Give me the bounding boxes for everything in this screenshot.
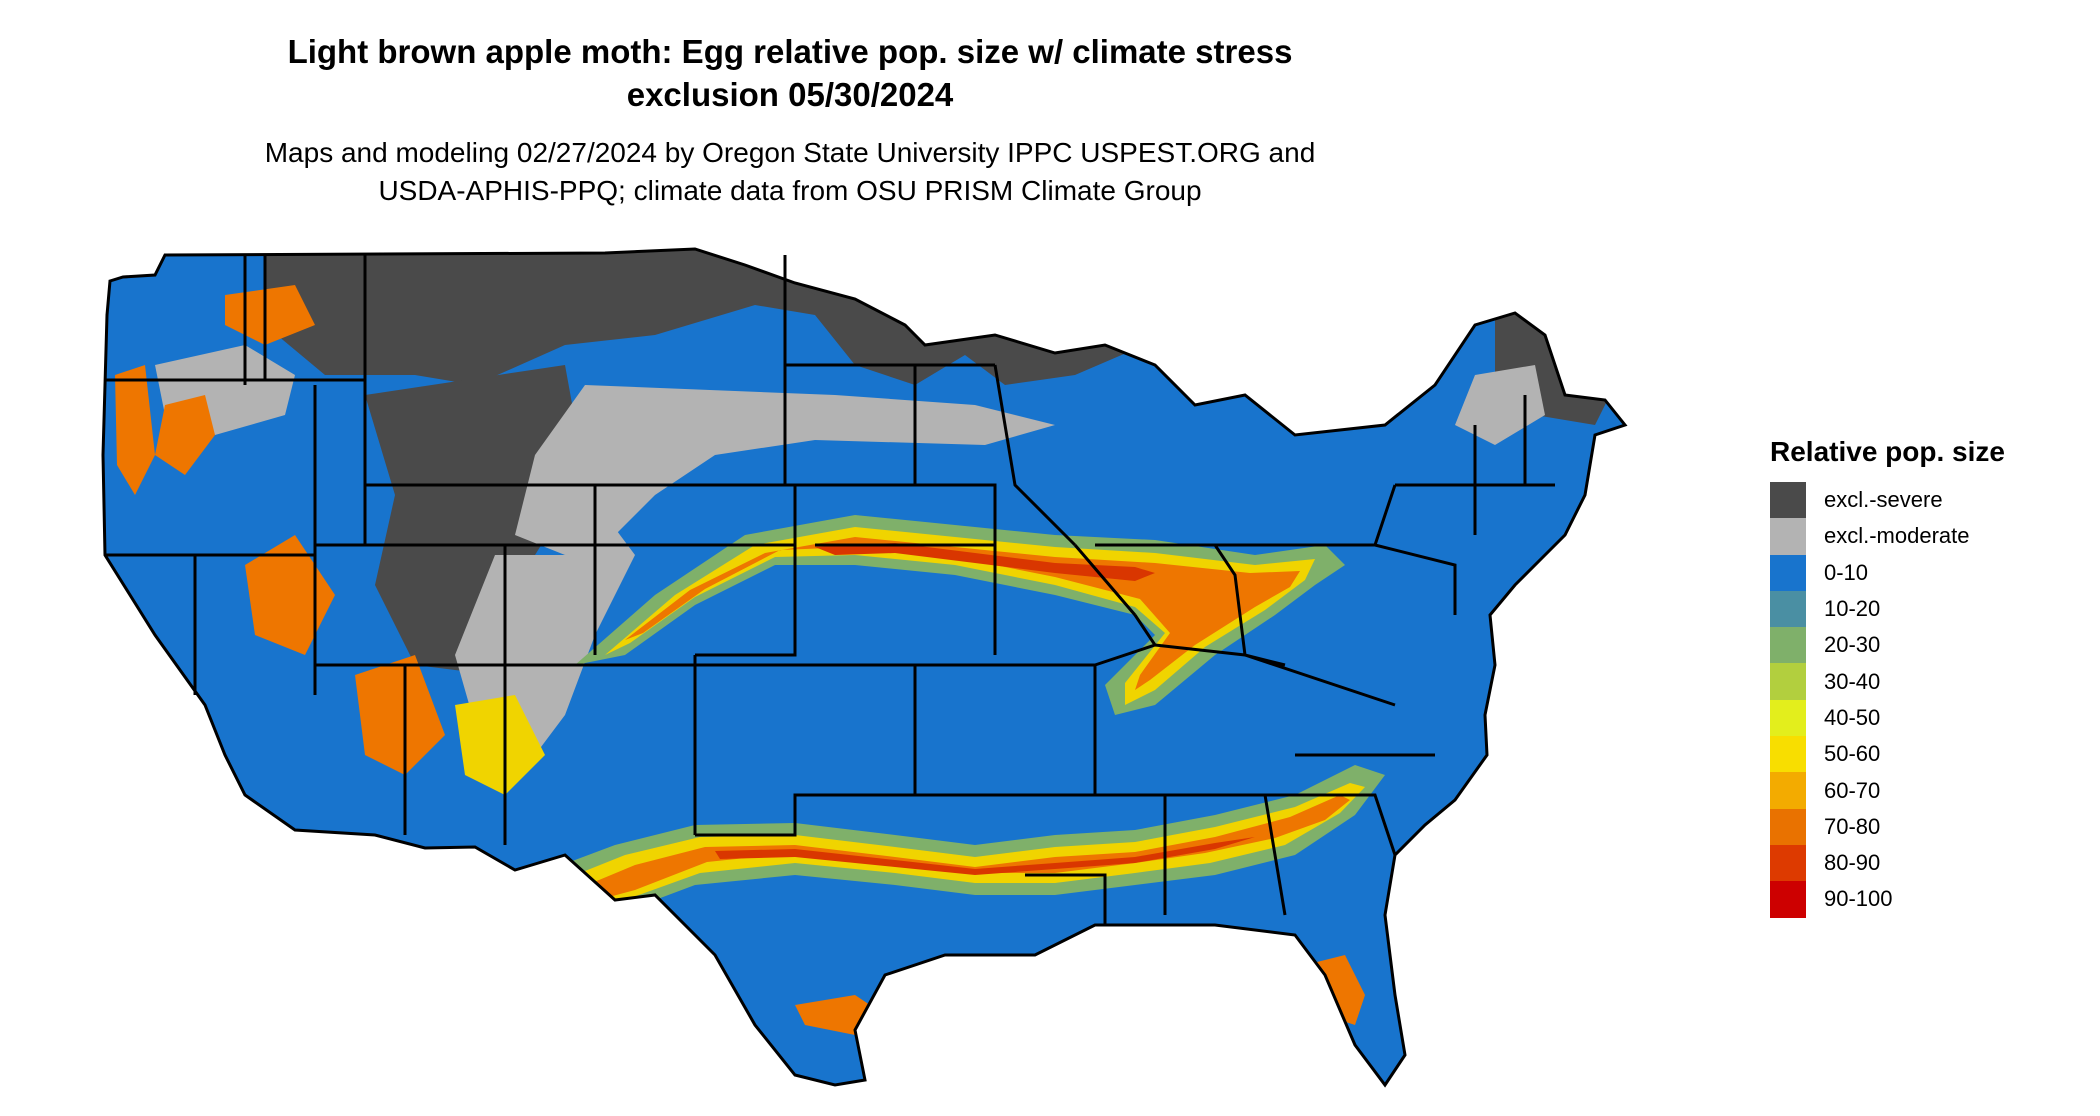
legend-swatch bbox=[1770, 554, 1806, 591]
legend-swatch bbox=[1770, 590, 1806, 628]
legend-swatch bbox=[1770, 518, 1806, 555]
moderate-exclusion-southern-rockies bbox=[455, 515, 635, 755]
legend-swatch bbox=[1770, 482, 1806, 519]
legend-label: excl.-severe bbox=[1824, 487, 1943, 513]
legend-label: 10-20 bbox=[1824, 596, 1881, 622]
moderate-exclusion-plains bbox=[515, 385, 1055, 555]
legend-swatch bbox=[1770, 736, 1806, 773]
suitability-band-north-core bbox=[815, 543, 1155, 581]
suitability-west-mosaic-2 bbox=[245, 535, 335, 655]
legend-swatch bbox=[1770, 663, 1806, 700]
legend-swatch bbox=[1770, 844, 1806, 882]
legend-label: 50-60 bbox=[1824, 741, 1881, 767]
map-subtitle: Maps and modeling 02/27/2024 by Oregon S… bbox=[0, 134, 1580, 210]
legend-item: excl.-severe bbox=[1770, 482, 2090, 519]
legend-label: 0-10 bbox=[1824, 559, 1869, 585]
legend-item: excl.-moderate bbox=[1770, 518, 2090, 555]
legend-item: 0-10 bbox=[1770, 554, 2090, 591]
suitability-west-mosaic-3 bbox=[355, 655, 445, 775]
legend-label: 30-40 bbox=[1824, 668, 1881, 694]
moderate-exclusion-northeast bbox=[1455, 365, 1545, 445]
map-title-line-2: exclusion 05/30/2024 bbox=[626, 76, 954, 113]
suitability-west-mosaic-1 bbox=[155, 395, 215, 475]
legend-item: 80-90 bbox=[1770, 844, 2090, 882]
legend-label: 60-70 bbox=[1824, 777, 1881, 803]
legend-swatch bbox=[1770, 627, 1806, 664]
suitability-west-mosaic-6 bbox=[115, 365, 155, 495]
us-map bbox=[101, 247, 1627, 1087]
legend-item: 60-70 bbox=[1770, 772, 2090, 809]
suitability-west-mosaic-4 bbox=[455, 695, 545, 795]
legend-swatch bbox=[1770, 881, 1806, 918]
legend-swatch bbox=[1770, 699, 1806, 737]
map-raster bbox=[103, 249, 1625, 1085]
legend-label: 70-80 bbox=[1824, 813, 1881, 839]
map-title: Light brown apple moth: Egg relative pop… bbox=[0, 30, 1580, 116]
suitability-west-mosaic-5 bbox=[225, 285, 315, 345]
title-block: Light brown apple moth: Egg relative pop… bbox=[0, 30, 1580, 210]
map-title-line-1: Light brown apple moth: Egg relative pop… bbox=[287, 33, 1293, 70]
legend-item: 30-40 bbox=[1770, 663, 2090, 700]
state-borders bbox=[101, 247, 1627, 1087]
legend-label: 90-100 bbox=[1824, 886, 1893, 912]
legend-item: 20-30 bbox=[1770, 627, 2090, 664]
legend-title: Relative pop. size bbox=[1770, 436, 2005, 467]
legend-label: 20-30 bbox=[1824, 632, 1881, 658]
legend-item: 10-20 bbox=[1770, 590, 2090, 628]
border-lines-east bbox=[1015, 395, 1555, 925]
legend-label: 80-90 bbox=[1824, 850, 1881, 876]
legend: Relative pop. size excl.-severe excl.-mo… bbox=[1770, 436, 2090, 918]
map-subtitle-line-2: USDA-APHIS-PPQ; climate data from OSU PR… bbox=[378, 175, 1202, 206]
legend-item: 90-100 bbox=[1770, 881, 2090, 918]
legend-label: 40-50 bbox=[1824, 704, 1881, 730]
legend-label: excl.-moderate bbox=[1824, 523, 1970, 549]
map-subtitle-line-1: Maps and modeling 02/27/2024 by Oregon S… bbox=[264, 137, 1316, 168]
legend-swatch bbox=[1770, 772, 1806, 809]
legend-item: 70-80 bbox=[1770, 808, 2090, 845]
suitability-band-south-core bbox=[715, 837, 1255, 875]
suitability-band-south-outer bbox=[535, 765, 1385, 925]
border-lines-central bbox=[505, 255, 1095, 837]
legend-item: 40-50 bbox=[1770, 699, 2090, 737]
legend-item: 50-60 bbox=[1770, 736, 2090, 773]
legend-swatch bbox=[1770, 808, 1806, 845]
